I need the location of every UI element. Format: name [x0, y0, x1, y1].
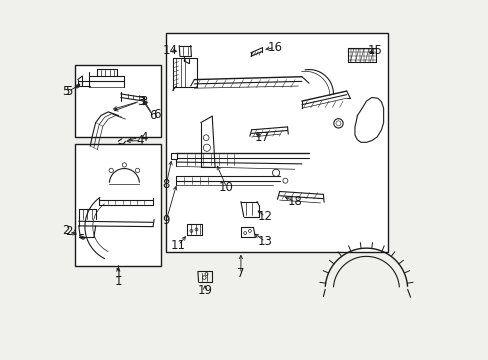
Text: 15: 15: [367, 44, 382, 57]
Text: 1: 1: [114, 267, 122, 280]
Text: 17: 17: [254, 131, 269, 144]
Bar: [166, 33, 387, 252]
Text: 5: 5: [62, 85, 70, 98]
Text: 7: 7: [237, 267, 244, 280]
Text: 3: 3: [137, 95, 144, 108]
Text: 14: 14: [162, 44, 177, 57]
Text: 2: 2: [65, 225, 72, 238]
Text: 12: 12: [257, 210, 272, 223]
Text: 11: 11: [171, 239, 185, 252]
Text: 3: 3: [140, 95, 147, 108]
Bar: [171, 153, 177, 159]
Text: 9: 9: [162, 214, 170, 227]
Bar: [75, 144, 161, 266]
Text: 13: 13: [257, 235, 272, 248]
Text: 18: 18: [286, 195, 302, 208]
Text: 4: 4: [140, 131, 148, 144]
Text: 6: 6: [153, 108, 160, 121]
Text: 2: 2: [62, 224, 70, 238]
Text: 1: 1: [114, 275, 122, 288]
Text: 19: 19: [197, 284, 212, 297]
Text: 4: 4: [137, 134, 144, 147]
Text: 8: 8: [163, 178, 170, 191]
Text: 16: 16: [267, 41, 282, 54]
Bar: [75, 65, 161, 137]
Text: 10: 10: [219, 181, 234, 194]
Text: 6: 6: [149, 109, 157, 122]
Text: 5: 5: [65, 85, 72, 98]
